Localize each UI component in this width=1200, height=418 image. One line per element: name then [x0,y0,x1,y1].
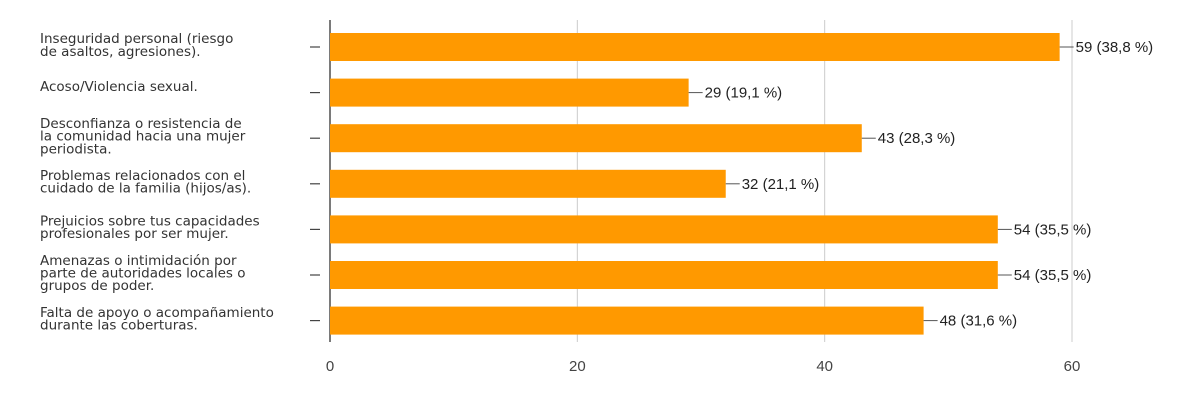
bar [330,124,862,153]
x-tick-label: 0 [326,358,334,375]
value-label: 48 (31,6 %) [940,313,1018,330]
value-label: 43 (28,3 %) [878,130,956,147]
x-axis-ticks: 0 20 40 60 [326,358,1081,375]
bar [330,215,998,244]
x-tick-label: 60 [1064,358,1081,375]
category-label: Desconfianza o resistencia de la comunida… [40,116,246,157]
bar [330,33,1060,61]
bars [330,33,1060,335]
value-label: 54 (35,5 %) [1014,221,1092,238]
x-tick-label: 20 [569,358,586,375]
bar [330,78,689,107]
value-label: 54 (35,5 %) [1014,267,1092,284]
category-label: Amenazas o intimidación por parte de auto… [40,253,246,294]
value-label: 29 (19,1 %) [705,85,783,102]
value-labels: 59 (38,8 %) 29 (19,1 %) 43 (28,3 %) 32 (21,… [688,39,1154,330]
bar [330,306,924,335]
category-labels: Inseguridad personal (riesgo de asaltos, … [40,31,320,333]
category-label: Acoso/Violencia sexual. [40,79,198,95]
x-tick-label: 40 [816,358,833,375]
category-label: Problemas relacionados con el cuidado de … [40,168,251,197]
bar [330,169,726,198]
category-label: Inseguridad personal (riesgo de asaltos, … [40,31,233,60]
category-label: Prejuicios sobre tus capacidades profesio… [40,214,260,243]
category-label: Falta de apoyo o acompañamiento durante l… [40,305,274,334]
value-label: 59 (38,8 %) [1076,39,1154,56]
bar [330,261,998,289]
value-label: 32 (21,1 %) [742,176,820,193]
